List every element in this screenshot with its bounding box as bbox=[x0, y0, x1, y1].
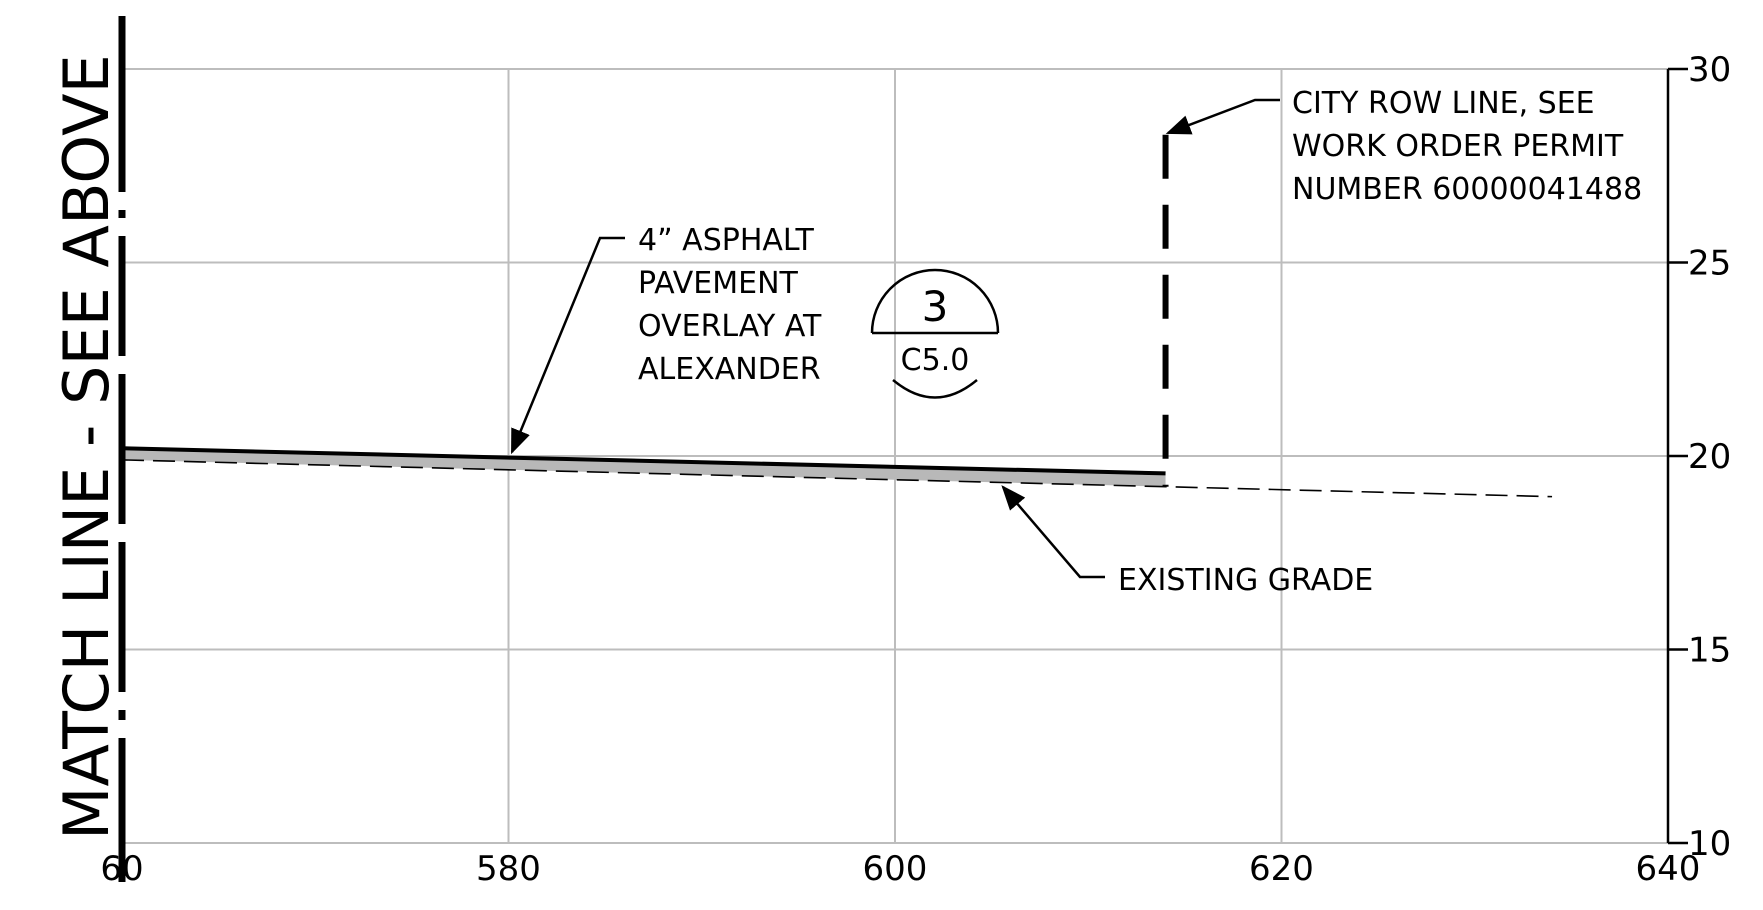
asphalt-overlay-fill bbox=[122, 448, 1166, 487]
x-tick-label-640: 640 bbox=[1636, 849, 1701, 889]
detail-section-bubble: 3 C5.0 bbox=[870, 268, 1000, 399]
match-line-label: MATCH LINE - SEE ABOVE bbox=[50, 54, 123, 840]
asphalt-callout-line-4: ALEXANDER bbox=[638, 352, 821, 387]
y-tick-label-25: 25 bbox=[1688, 244, 1731, 284]
proposed-grade-line bbox=[121, 446, 1166, 476]
row-line-callout: CITY ROW LINE, SEE WORK ORDER PERMIT NUM… bbox=[1165, 86, 1642, 207]
detail-number: 3 bbox=[922, 282, 949, 331]
asphalt-callout-line-1: 4” ASPHALT bbox=[638, 223, 814, 258]
x-tick-label-600: 600 bbox=[863, 849, 928, 889]
elevation-tick-labels: 10 15 20 25 30 bbox=[1688, 50, 1731, 864]
x-tick-label-580: 580 bbox=[476, 849, 541, 889]
row-callout-line-1: CITY ROW LINE, SEE bbox=[1292, 86, 1595, 121]
y-tick-label-20: 20 bbox=[1688, 437, 1731, 477]
asphalt-overlay-callout: 4” ASPHALT PAVEMENT OVERLAY AT ALEXANDER bbox=[510, 223, 822, 455]
station-tick-labels: 60580600620640 bbox=[100, 849, 1700, 889]
x-tick-label-620: 620 bbox=[1249, 849, 1314, 889]
existing-grade-callout: EXISTING GRADE bbox=[1001, 485, 1373, 598]
y-tick-label-15: 15 bbox=[1688, 631, 1731, 671]
detail-sheet: C5.0 bbox=[901, 343, 970, 378]
elevation-axis bbox=[1666, 67, 1688, 845]
y-tick-label-30: 30 bbox=[1688, 50, 1731, 90]
asphalt-callout-line-2: PAVEMENT bbox=[638, 266, 799, 301]
existing-grade-line bbox=[121, 459, 1553, 498]
existing-grade-label: EXISTING GRADE bbox=[1118, 563, 1373, 598]
asphalt-callout-line-3: OVERLAY AT bbox=[638, 309, 822, 344]
y-tick-label-10: 10 bbox=[1688, 824, 1731, 864]
row-callout-line-2: WORK ORDER PERMIT bbox=[1292, 129, 1624, 164]
row-callout-line-3: NUMBER 60000041488 bbox=[1292, 172, 1642, 207]
